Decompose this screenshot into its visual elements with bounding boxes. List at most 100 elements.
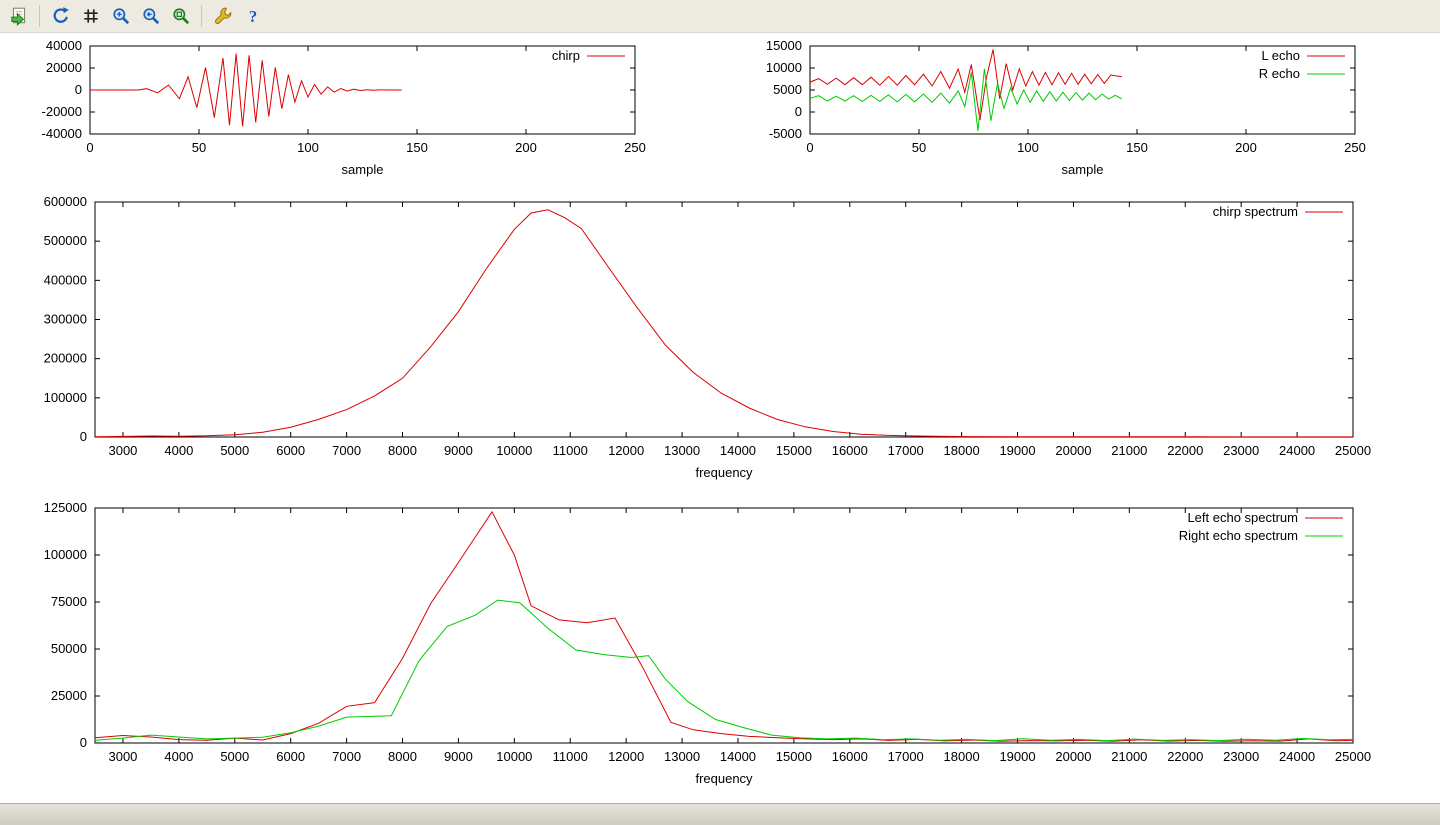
- y-tick-label: -20000: [42, 104, 82, 119]
- x-tick-label: 13000: [664, 443, 700, 458]
- chirp-svg[interactable]: 0 50 100 150 200 250 -40000 -20000 0 20000 40000 sa…: [10, 38, 660, 186]
- x-tick-label: 8000: [388, 749, 417, 764]
- legend-label: L echo: [1261, 48, 1300, 63]
- x-tick-label: 10000: [496, 443, 532, 458]
- chirp-spectrum-chart[interactable]: 3000 4000 5000 6000 7000 8000 9000 10000 11000 12…: [10, 192, 1380, 492]
- x-tick-label: 23000: [1223, 749, 1259, 764]
- x-tick-label: 22000: [1167, 749, 1203, 764]
- zoom-in-button[interactable]: [107, 3, 134, 30]
- x-tick-label: 25000: [1335, 443, 1371, 458]
- x-tick-label: 0: [806, 140, 813, 155]
- plot-border: [94, 201, 1354, 438]
- copy-clipboard-icon: [9, 6, 29, 26]
- y-tick-label: 300000: [44, 312, 87, 327]
- x-tick-label: 100: [1017, 140, 1039, 155]
- x-tick-label: 3000: [108, 749, 137, 764]
- y-tick-label: 600000: [44, 194, 87, 209]
- x-tick-label: 250: [624, 140, 646, 155]
- x-tick-label: 250: [1344, 140, 1366, 155]
- x-tick-label: 50: [912, 140, 926, 155]
- x-tick-label: 18000: [944, 443, 980, 458]
- x-tick-label: 15000: [776, 443, 812, 458]
- y-tick-label: 400000: [44, 272, 87, 287]
- zoom-in-icon: [111, 6, 131, 26]
- x-tick-label: 5000: [220, 443, 249, 458]
- y-tick-label: 0: [795, 104, 802, 119]
- echoes-chart[interactable]: 0 50 100 150 200 250 -5000 0 5000 10000 15000 sampl…: [730, 38, 1380, 186]
- toolbar-separator: [201, 5, 202, 27]
- y-tick-label: 100000: [44, 390, 87, 405]
- x-axis-label: frequency: [695, 465, 753, 480]
- x-tick-label: 200: [1235, 140, 1257, 155]
- y-tick-label: 75000: [51, 594, 87, 609]
- x-axis-label: sample: [342, 162, 384, 177]
- y-tick-label: -40000: [42, 126, 82, 141]
- x-tick-label: 17000: [888, 749, 924, 764]
- chirp-spectrum-svg[interactable]: 3000 4000 5000 6000 7000 8000 9000 10000 11000 12…: [10, 192, 1380, 492]
- x-tick-label: 14000: [720, 749, 756, 764]
- plot-border: [94, 507, 1354, 744]
- y-tick-label: 200000: [44, 351, 87, 366]
- x-tick-label: 100: [297, 140, 319, 155]
- x-tick-label: 6000: [276, 749, 305, 764]
- y-tick-label: 0: [75, 82, 82, 97]
- echoes-svg[interactable]: 0 50 100 150 200 250 -5000 0 5000 10000 15000 sampl…: [730, 38, 1380, 186]
- series-chirp-spectrum: [95, 209, 1353, 437]
- x-tick-label: 0: [86, 140, 93, 155]
- x-tick-label: 11000: [553, 443, 588, 458]
- x-tick-label: 19000: [999, 749, 1035, 764]
- plot-canvas: 0 50 100 150 200 250 -40000 -20000 0 20000 40000 sa…: [0, 33, 1440, 803]
- x-tick-label: 20000: [1055, 443, 1091, 458]
- configure-button[interactable]: [209, 3, 236, 30]
- x-tick-label: 18000: [944, 749, 980, 764]
- toolbar: ?: [0, 0, 1440, 33]
- svg-text:?: ?: [248, 7, 256, 26]
- help-icon: ?: [243, 6, 263, 26]
- y-tick-label: 40000: [46, 38, 82, 53]
- zoom-previous-button[interactable]: [137, 3, 164, 30]
- series-chirp: [90, 53, 402, 127]
- x-tick-label: 7000: [332, 749, 361, 764]
- x-tick-label: 22000: [1167, 443, 1203, 458]
- chirp-chart[interactable]: 0 50 100 150 200 250 -40000 -20000 0 20000 40000 sa…: [10, 38, 660, 186]
- x-tick-label: 16000: [832, 749, 868, 764]
- y-tick-label: 15000: [766, 38, 802, 53]
- x-tick-label: 25000: [1335, 749, 1371, 764]
- y-tick-label: 50000: [51, 641, 87, 656]
- help-button[interactable]: ?: [239, 3, 266, 30]
- zoom-autoscale-button[interactable]: [167, 3, 194, 30]
- grid-button[interactable]: [77, 3, 104, 30]
- y-tick-label: 125000: [44, 500, 87, 515]
- configure-icon: [213, 6, 233, 26]
- x-tick-label: 4000: [164, 443, 193, 458]
- x-tick-label: 23000: [1223, 443, 1259, 458]
- x-tick-label: 4000: [164, 749, 193, 764]
- x-tick-label: 3000: [108, 443, 137, 458]
- x-tick-label: 150: [406, 140, 428, 155]
- echo-spectra-svg[interactable]: 3000 4000 5000 6000 7000 8000 9000 10000 11000 12…: [10, 498, 1380, 798]
- x-tick-label: 24000: [1279, 749, 1315, 764]
- legend-label: Right echo spectrum: [1179, 528, 1298, 543]
- y-tick-label: 25000: [51, 688, 87, 703]
- x-tick-label: 20000: [1055, 749, 1091, 764]
- y-tick-label: -5000: [769, 126, 802, 141]
- x-tick-label: 16000: [832, 443, 868, 458]
- y-tick-label: 20000: [46, 60, 82, 75]
- legend-label: chirp spectrum: [1213, 204, 1298, 219]
- x-tick-label: 24000: [1279, 443, 1315, 458]
- x-tick-label: 9000: [444, 749, 473, 764]
- x-tick-label: 12000: [608, 443, 644, 458]
- x-tick-label: 19000: [999, 443, 1035, 458]
- grid-icon: [81, 6, 101, 26]
- replot-button[interactable]: [47, 3, 74, 30]
- copy-clipboard-button[interactable]: [5, 3, 32, 30]
- x-tick-label: 150: [1126, 140, 1148, 155]
- x-tick-label: 5000: [220, 749, 249, 764]
- zoom-autoscale-icon: [171, 6, 191, 26]
- x-axis-label: frequency: [695, 771, 753, 786]
- status-bar: [0, 803, 1440, 825]
- echo-spectra-chart[interactable]: 3000 4000 5000 6000 7000 8000 9000 10000 11000 12…: [10, 498, 1380, 798]
- x-tick-label: 13000: [664, 749, 700, 764]
- y-tick-label: 500000: [44, 233, 87, 248]
- series-r-echo: [810, 68, 1122, 131]
